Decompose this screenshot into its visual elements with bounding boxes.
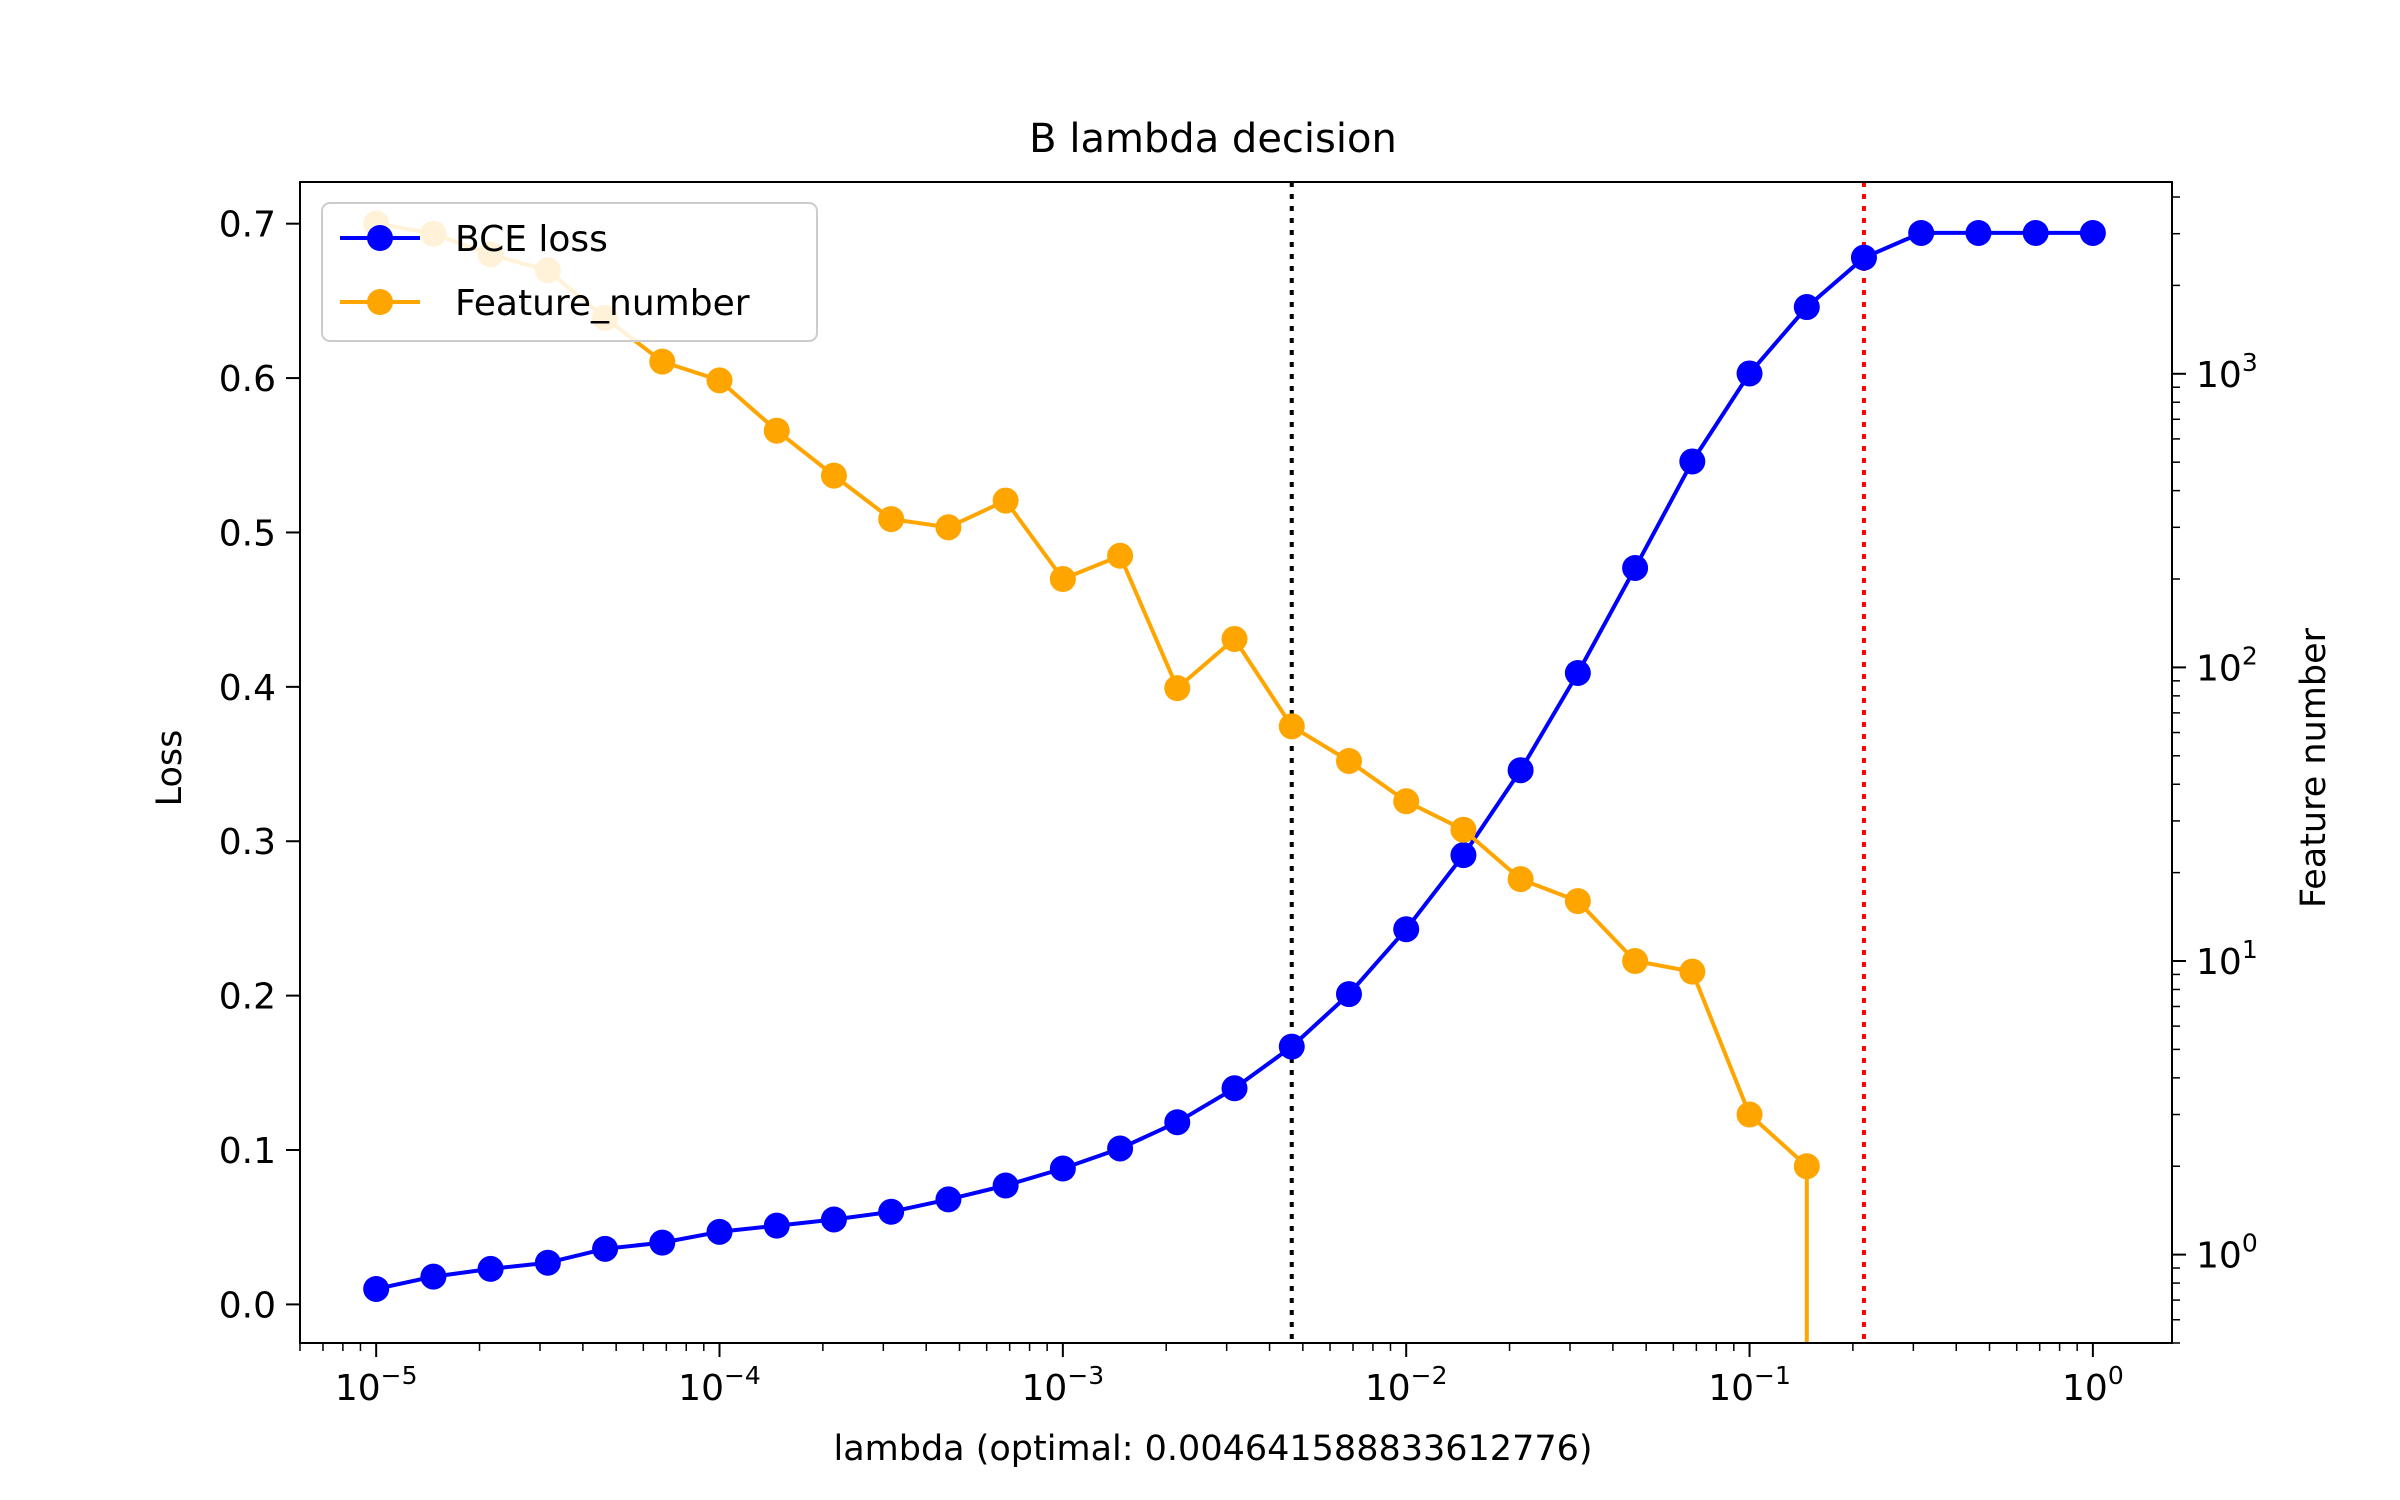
point-bce-loss-25	[1793, 294, 1820, 321]
point-bce-loss-27	[1908, 219, 1935, 246]
point-bce-loss-22	[1622, 554, 1649, 581]
x-axis-label: lambda (optimal: 0.004641588833612776)	[833, 1429, 1592, 1469]
point-feature-number-21	[1564, 888, 1591, 915]
y2-tick-label-2: 102	[2196, 641, 2258, 689]
y-axis-right: 100 101 102 103	[2172, 196, 2258, 1344]
point-feature-number-14	[1164, 675, 1191, 702]
point-bce-loss-28	[1965, 219, 1992, 246]
point-bce-loss-9	[878, 1198, 905, 1225]
point-bce-loss-16	[1278, 1033, 1305, 1060]
y-tick-label-3: 0.3	[219, 822, 276, 863]
point-feature-number-19	[1450, 816, 1477, 843]
point-bce-loss-23	[1679, 448, 1706, 475]
point-feature-number-22	[1622, 948, 1649, 975]
point-feature-number-15	[1221, 625, 1248, 652]
x-tick-label-2: 10−3	[1022, 1361, 1105, 1409]
point-bce-loss-1	[420, 1263, 447, 1290]
legend-marker-feature-number	[367, 289, 393, 315]
point-bce-loss-18	[1393, 916, 1420, 943]
y2-tick-label-3: 103	[2196, 348, 2258, 396]
x-tick-label-4: 10−1	[1708, 1361, 1791, 1409]
y-tick-label-5: 0.5	[219, 513, 276, 554]
point-bce-loss-21	[1564, 659, 1591, 686]
legend: BCE loss Feature_number	[321, 202, 818, 342]
point-feature-number-5	[649, 348, 676, 375]
point-bce-loss-11	[992, 1172, 1019, 1199]
point-feature-number-17	[1335, 747, 1362, 774]
y2-tick-label-0: 100	[2196, 1229, 2258, 1277]
point-bce-loss-10	[935, 1186, 962, 1213]
point-bce-loss-15	[1221, 1075, 1248, 1102]
point-bce-loss-6	[706, 1218, 733, 1245]
point-feature-number-7	[763, 417, 790, 444]
point-bce-loss-4	[592, 1235, 619, 1262]
y-tick-label-6: 0.6	[219, 359, 276, 400]
legend-label-feature-number: Feature_number	[455, 283, 750, 324]
point-feature-number-13	[1107, 542, 1134, 569]
point-bce-loss-26	[1850, 244, 1877, 271]
legend-box	[321, 202, 818, 342]
point-bce-loss-8	[820, 1206, 847, 1233]
point-bce-loss-29	[2022, 219, 2049, 246]
y-tick-label-7: 0.7	[219, 205, 276, 246]
point-bce-loss-7	[763, 1212, 790, 1239]
x-tick-label-5: 100	[2062, 1361, 2124, 1409]
point-bce-loss-24	[1736, 360, 1763, 387]
y2-tick-label-1: 101	[2196, 935, 2258, 983]
y-axis-label: Loss	[150, 730, 190, 807]
point-feature-number-12	[1049, 566, 1076, 593]
point-feature-number-6	[706, 367, 733, 394]
x-axis: 10−5 10−4 10−3 10−2 10−1 100	[299, 1343, 2124, 1409]
point-bce-loss-19	[1450, 842, 1477, 869]
point-feature-number-16	[1278, 713, 1305, 740]
point-bce-loss-13	[1107, 1135, 1134, 1162]
x-tick-label-3: 10−2	[1365, 1361, 1448, 1409]
point-bce-loss-14	[1164, 1109, 1191, 1136]
y-tick-label-1: 0.1	[219, 1131, 276, 1172]
legend-label-bce-loss: BCE loss	[455, 219, 608, 260]
chart-title: B lambda decision	[1029, 116, 1397, 162]
point-feature-number-23	[1679, 958, 1706, 985]
point-bce-loss-30	[2079, 219, 2106, 246]
point-feature-number-24	[1736, 1101, 1763, 1128]
plot-frame	[299, 181, 2173, 1344]
y-axis-left: 0.0 0.1 0.2 0.3 0.4 0.5 0.6 0.7	[219, 205, 300, 1326]
point-bce-loss-2	[477, 1255, 504, 1282]
point-bce-loss-3	[534, 1249, 561, 1276]
legend-marker-bce-loss	[367, 225, 393, 251]
point-bce-loss-20	[1507, 757, 1534, 784]
y-tick-label-0: 0.0	[219, 1285, 276, 1326]
y-tick-label-2: 0.2	[219, 977, 276, 1018]
y-tick-label-4: 0.4	[219, 668, 276, 709]
point-feature-number-8	[820, 462, 847, 489]
y2-axis-label: Feature number	[2294, 627, 2334, 908]
point-feature-number-18	[1393, 788, 1420, 815]
point-bce-loss-17	[1335, 981, 1362, 1008]
point-bce-loss-5	[649, 1229, 676, 1256]
x-tick-label-0: 10−5	[335, 1361, 418, 1409]
point-bce-loss-12	[1049, 1155, 1076, 1182]
point-feature-number-25	[1793, 1153, 1820, 1180]
point-bce-loss-0	[363, 1275, 390, 1302]
point-feature-number-20	[1507, 866, 1534, 893]
x-tick-label-1: 10−4	[678, 1361, 761, 1409]
point-feature-number-9	[878, 506, 905, 533]
vertical-lines	[1289, 182, 1866, 1343]
point-feature-number-10	[935, 514, 962, 541]
point-feature-number-11	[992, 487, 1019, 514]
